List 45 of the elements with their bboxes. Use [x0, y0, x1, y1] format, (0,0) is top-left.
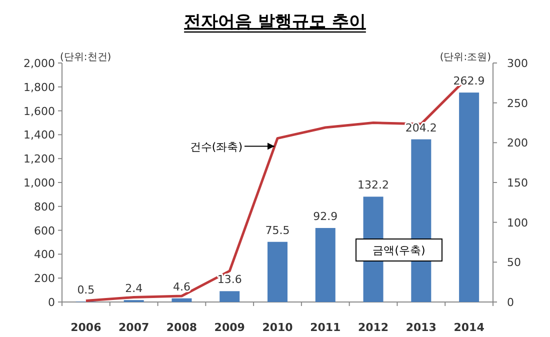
data-label: 2.4	[125, 282, 143, 296]
x-tick-label: 2007	[118, 321, 150, 334]
bar	[220, 291, 240, 302]
data-label: 204.2	[405, 121, 437, 134]
y-tick-label: 600	[34, 224, 55, 238]
y-tick-label: 200	[34, 272, 55, 286]
y-tick-label: 1,400	[24, 128, 55, 142]
y-tick-label: 1,600	[24, 104, 55, 118]
y2-tick-label: 0	[507, 296, 514, 309]
y-tick-label: 1,800	[24, 80, 55, 94]
x-tick-label: 2009	[214, 321, 245, 334]
x-tick-label: 2013	[406, 321, 436, 334]
y2-tick-label: 150	[507, 176, 528, 190]
y-tick-label: 400	[34, 248, 55, 262]
data-label: 92.9	[313, 210, 338, 223]
y2-axis-title: (단위:조원)	[440, 52, 492, 63]
x-tick-label: 2010	[262, 321, 294, 334]
bar	[459, 92, 480, 302]
y-tick-label: 800	[34, 200, 55, 214]
x-tick-label: 2014	[454, 321, 485, 334]
y-tick-label: 0	[48, 296, 55, 309]
x-tick-label: 2012	[358, 321, 389, 334]
y2-tick-label: 50	[507, 256, 521, 270]
x-tick-label: 2011	[310, 321, 341, 334]
data-label: 13.6	[217, 273, 242, 286]
y-tick-label: 2,000	[24, 57, 55, 70]
y2-tick-label: 300	[507, 57, 528, 70]
chart-title: 전자어음 발행규모 추이	[184, 12, 366, 32]
data-label: 4.6	[172, 280, 190, 294]
data-label: 132.2	[358, 178, 390, 192]
y2-tick-label: 200	[507, 136, 528, 150]
annotation: 금액(우축)	[372, 244, 426, 257]
annotation: 건수(좌축)	[190, 140, 242, 154]
bar	[172, 298, 192, 302]
y-tick-label: 1,200	[24, 152, 55, 166]
bar	[315, 228, 336, 302]
x-tick-label: 2006	[70, 321, 102, 334]
bar	[268, 242, 288, 302]
x-tick-label: 2008	[166, 321, 198, 334]
y-tick-label: 1,000	[24, 176, 55, 190]
y-axis-title: (단위:천건)	[60, 52, 112, 63]
data-label: 0.5	[77, 284, 95, 297]
data-label: 75.5	[265, 224, 290, 237]
y2-tick-label: 250	[507, 96, 528, 110]
y2-tick-label: 100	[507, 216, 528, 230]
